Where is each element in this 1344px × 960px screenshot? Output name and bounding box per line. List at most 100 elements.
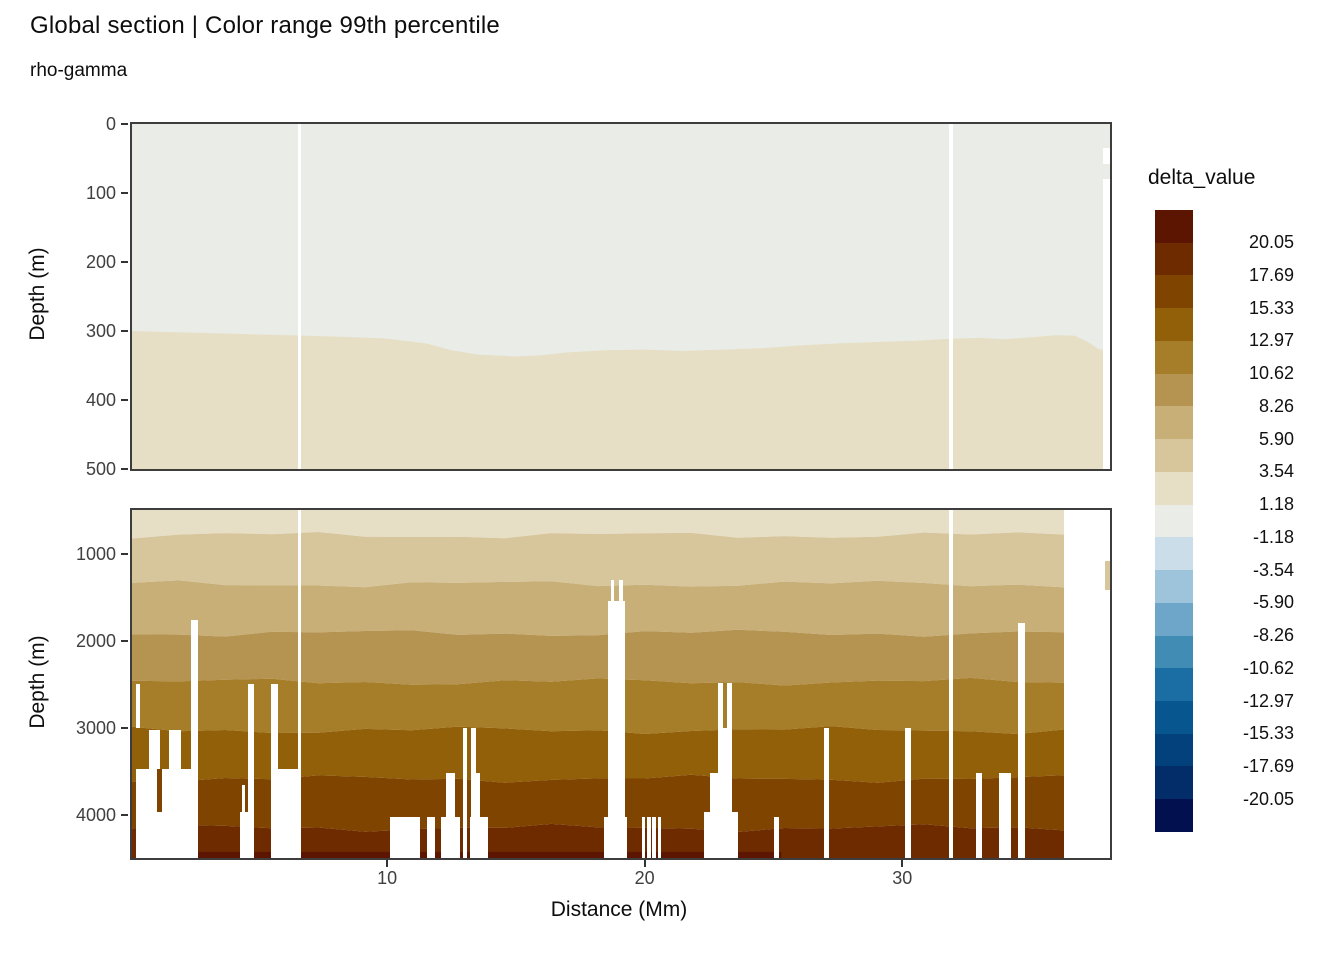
y-tick-mark xyxy=(121,468,128,470)
x-tick-mark xyxy=(643,860,646,867)
missing-data-gap xyxy=(727,683,732,858)
legend-value-label: -8.26 xyxy=(1252,625,1294,646)
missing-data-gap xyxy=(975,772,983,858)
missing-data-gap xyxy=(652,816,657,858)
legend-value-label: -17.69 xyxy=(1242,756,1294,776)
y-tick-mark xyxy=(121,399,128,401)
y-tick-mark xyxy=(121,813,128,816)
missing-data-gap xyxy=(642,816,646,858)
legend-band xyxy=(1155,504,1193,538)
missing-data-gap xyxy=(718,683,724,858)
legend-band xyxy=(1155,308,1193,341)
missing-data-gap xyxy=(948,124,953,469)
legend-band xyxy=(1155,406,1193,440)
data-patch xyxy=(157,769,162,813)
y-tick-label: 500 xyxy=(85,459,116,479)
legend-value-label: -3.54 xyxy=(1252,559,1294,580)
missing-data-gap xyxy=(999,772,1011,858)
legend-value-label: 15.33 xyxy=(1248,297,1294,318)
missing-data-gap xyxy=(607,601,626,858)
value-band-15.33to17.69 xyxy=(132,774,1064,832)
value-band-17.69to20.05 xyxy=(132,823,1064,858)
missing-data-gap xyxy=(948,510,953,858)
legend-band xyxy=(1155,766,1193,800)
y-tick-mark xyxy=(121,192,128,194)
legend-band xyxy=(1155,373,1193,407)
missing-data-gap xyxy=(298,510,302,858)
missing-data-gap xyxy=(446,772,456,858)
y-tick-label: 0 xyxy=(105,114,116,134)
missing-data-gap xyxy=(657,816,662,858)
legend-value-label: 20.05 xyxy=(1248,232,1294,253)
legend-value-label: 1.18 xyxy=(1258,494,1294,515)
legend-value-label: 8.26 xyxy=(1258,395,1294,416)
plot-title: Global section | Color range 99th percen… xyxy=(30,12,500,39)
legend-value-label: -10.62 xyxy=(1242,657,1294,678)
upper-lower-value-region xyxy=(132,331,1110,469)
legend-band xyxy=(1155,602,1193,636)
legend-band xyxy=(1155,242,1193,276)
missing-data-gap xyxy=(278,769,300,858)
legend-value-label: -12.97 xyxy=(1242,690,1294,711)
missing-data-gap xyxy=(470,772,480,817)
legend-band xyxy=(1155,210,1193,243)
missing-data-gap xyxy=(904,727,912,858)
data-patch xyxy=(1103,164,1110,180)
deepest-value-strip xyxy=(197,851,782,858)
legend-value-label: 12.97 xyxy=(1248,330,1294,351)
upper-depth-panel xyxy=(130,122,1112,471)
y-tick-label: 400 xyxy=(85,390,116,410)
y-tick-label: 200 xyxy=(85,252,116,272)
data-patch xyxy=(1104,560,1110,591)
missing-data-gap xyxy=(247,684,255,858)
missing-data-gap xyxy=(1018,623,1025,858)
missing-data-gap xyxy=(135,769,197,858)
y-tick-mark xyxy=(121,330,128,332)
legend-value-label: -5.90 xyxy=(1252,592,1294,613)
missing-data-gap xyxy=(1103,148,1110,469)
x-tick-label: 10 xyxy=(377,868,398,888)
x-tick-mark xyxy=(901,860,904,867)
value-band-3.54to5.90 xyxy=(132,532,1064,588)
x-tick-label: 20 xyxy=(634,868,655,888)
x-tick-label: 30 xyxy=(892,868,913,888)
missing-data-gap xyxy=(1096,544,1103,663)
missing-data-gap xyxy=(1102,540,1110,858)
legend-band xyxy=(1155,701,1193,734)
value-band-5.90to8.26 xyxy=(132,580,1064,637)
lower-depth-panel xyxy=(130,508,1112,860)
legend-value-label: -20.05 xyxy=(1242,788,1294,809)
upper-panel-contours xyxy=(132,331,1110,469)
legend-title: delta_value xyxy=(1148,166,1256,189)
x-axis-title: Distance (Mm) xyxy=(550,898,688,921)
y-tick-mark xyxy=(121,726,128,729)
y-tick-label: 1000 xyxy=(75,543,116,564)
missing-data-gap xyxy=(470,727,476,773)
legend-band xyxy=(1155,733,1193,767)
legend-value-label: 3.54 xyxy=(1258,461,1294,482)
legend-colorbar xyxy=(1155,210,1193,832)
legend-value-label: -15.33 xyxy=(1242,723,1294,744)
legend-band xyxy=(1155,340,1193,374)
legend-band xyxy=(1155,570,1193,603)
missing-data-gap xyxy=(191,620,198,858)
missing-data-gap xyxy=(427,816,435,858)
legend-band xyxy=(1155,668,1193,702)
missing-data-gap xyxy=(463,727,468,858)
missing-data-gap xyxy=(389,816,421,858)
missing-data-gap xyxy=(823,727,829,858)
legend-band xyxy=(1155,635,1193,669)
y-tick-mark xyxy=(121,639,128,642)
legend-value-label: -1.18 xyxy=(1252,526,1294,547)
value-band-1.18to3.54 xyxy=(132,510,1064,539)
value-band-8.26to10.62 xyxy=(132,629,1064,686)
y-tick-mark xyxy=(121,261,128,263)
x-tick-mark xyxy=(386,860,389,867)
missing-data-gap xyxy=(773,816,779,858)
y-tick-label: 3000 xyxy=(75,717,116,738)
y-tick-label: 2000 xyxy=(75,630,116,651)
legend-band xyxy=(1155,471,1193,505)
y-tick-mark xyxy=(121,552,128,555)
legend-value-label: 10.62 xyxy=(1248,363,1294,384)
